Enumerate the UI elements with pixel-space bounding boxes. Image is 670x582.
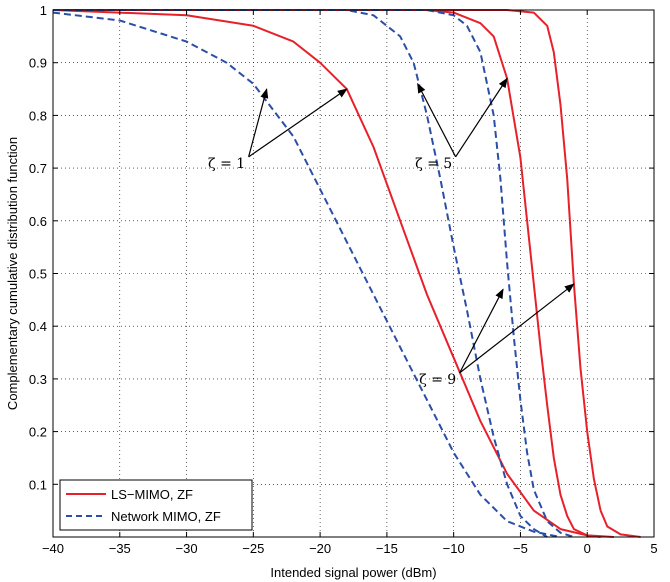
y-tick-label: 0.5 (29, 267, 47, 282)
x-tick-label: 0 (584, 541, 591, 556)
annotation-arrow (455, 77, 508, 158)
x-tick-label: −30 (176, 541, 198, 556)
x-axis-label: Intended signal power (dBm) (270, 565, 436, 580)
annotation-label: ζ = 9 (419, 372, 456, 388)
x-tick-label: −20 (309, 541, 331, 556)
annotations: ζ = 1 ζ = 5 ζ = 9 (208, 77, 575, 388)
annotation-arrow (417, 82, 457, 158)
y-tick-label: 0.8 (29, 108, 47, 123)
y-tick-label: 0.7 (29, 161, 47, 176)
annotation-label: ζ = 5 (415, 156, 452, 172)
x-tick-label: −15 (376, 541, 398, 556)
y-tick-label: 0.4 (29, 319, 47, 334)
annotation-arrow (459, 283, 575, 374)
legend-box (59, 479, 253, 531)
x-tick-label: −40 (42, 541, 64, 556)
series-line (53, 9, 575, 538)
legend: LS−MIMO, ZF Network MIMO, ZF (59, 479, 253, 531)
y-tick-label: 0.3 (29, 372, 47, 387)
axis-ticks: −40 −35 −30 −25 −20 −15 −10 −5 0 5 0.1 0.2 0.3 0.4 0.5… (29, 3, 658, 556)
y-tick-label: 1 (40, 3, 47, 18)
series-line (53, 9, 548, 538)
x-tick-label: −35 (109, 541, 131, 556)
x-tick-label: −5 (513, 541, 528, 556)
series-line (53, 9, 601, 538)
annotation-label: ζ = 1 (208, 156, 245, 172)
legend-label-ls-mimo: LS−MIMO, ZF (111, 487, 193, 502)
y-tick-label: 0.2 (29, 425, 47, 440)
series-line (52, 9, 614, 538)
y-axis-label: Complementary cumulative distribution fu… (5, 137, 20, 410)
x-tick-label: −25 (242, 541, 264, 556)
legend-label-network-mimo: Network MIMO, ZF (111, 509, 221, 524)
annotation-arrow (248, 88, 348, 158)
series-line (52, 11, 561, 538)
x-tick-label: −10 (443, 541, 465, 556)
x-tick-label: 5 (650, 541, 657, 556)
y-tick-label: 0.6 (29, 214, 47, 229)
y-tick-label: 0.1 (29, 477, 47, 492)
annotation-arrow (459, 288, 504, 374)
annotation-arrow (248, 88, 269, 157)
y-tick-label: 0.9 (29, 56, 47, 71)
